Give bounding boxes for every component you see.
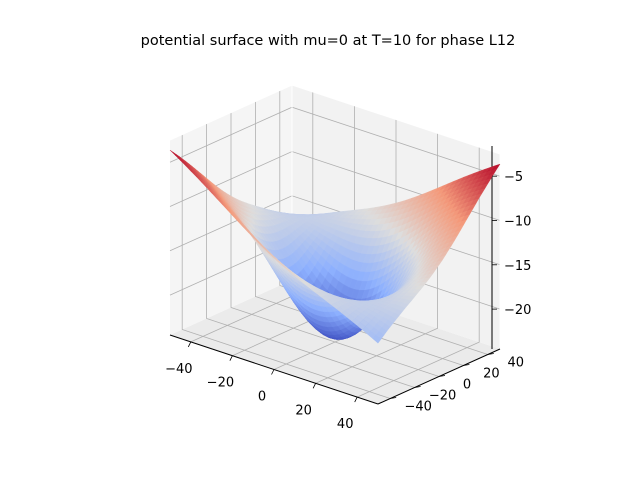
pane-edge-top [169,84,501,349]
x-tick [312,383,316,389]
x-tick-label: −20 [207,376,234,391]
y-tick [487,353,494,355]
grid-line-y [181,134,391,399]
y-tick-label: −40 [404,400,431,415]
grid-line-y [279,90,488,355]
z-tick-label: −5 [504,170,523,185]
grid-line-y [254,101,464,366]
x-tick-label: 20 [295,403,312,418]
grid-line-y [206,123,415,388]
x-tick [229,355,233,361]
x-tick [354,396,358,403]
surface-mesh [169,149,501,344]
x-tick [271,369,275,375]
x-tick-label: 0 [258,390,266,405]
z-tick-label: −15 [504,259,531,274]
x-tick-label: −40 [165,362,192,377]
x-tick [187,341,192,348]
y-tick-label: 20 [483,367,500,382]
grid-line-y [230,112,440,377]
axes-ticks [187,175,497,403]
y-tick [463,364,470,366]
grid-line-x [357,147,480,398]
x-tick-label: 40 [337,417,354,432]
z-tick-label: −20 [504,303,531,318]
y-tick-label: 40 [508,356,525,371]
chart-title: potential surface with mu=0 at T=10 for … [140,33,516,49]
y-tick [414,386,421,388]
axes-edges [169,84,501,405]
y-tick-label: −20 [429,389,456,404]
y-tick [390,397,397,399]
z-tick-label: −10 [504,214,531,229]
y-tick [438,375,446,377]
surface-cell [372,334,382,344]
y-tick-label: 0 [463,378,471,393]
